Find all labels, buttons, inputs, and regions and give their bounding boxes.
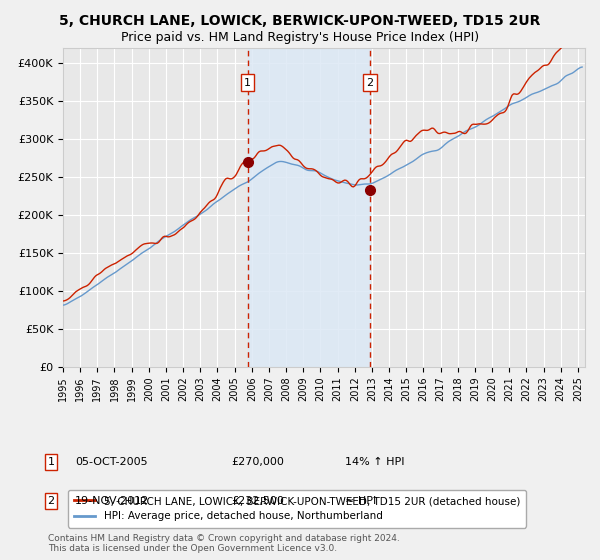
Text: £270,000: £270,000 [231,457,284,467]
Text: 5, CHURCH LANE, LOWICK, BERWICK-UPON-TWEED, TD15 2UR: 5, CHURCH LANE, LOWICK, BERWICK-UPON-TWE… [59,14,541,28]
Text: 2: 2 [367,78,373,88]
Text: 1: 1 [244,78,251,88]
Text: 1: 1 [47,457,55,467]
Text: 05-OCT-2005: 05-OCT-2005 [75,457,148,467]
Text: 2: 2 [47,496,55,506]
Text: 19-NOV-2012: 19-NOV-2012 [75,496,149,506]
Bar [248,48,370,367]
Text: £232,500: £232,500 [231,496,284,506]
Text: Price paid vs. HM Land Registry's House Price Index (HPI): Price paid vs. HM Land Registry's House … [121,31,479,44]
Text: ≈ HPI: ≈ HPI [345,496,376,506]
Legend: 5, CHURCH LANE, LOWICK, BERWICK-UPON-TWEED, TD15 2UR (detached house), HPI: Aver: 5, CHURCH LANE, LOWICK, BERWICK-UPON-TWE… [68,490,526,528]
Text: Contains HM Land Registry data © Crown copyright and database right 2024.
This d: Contains HM Land Registry data © Crown c… [48,534,400,553]
Text: 14% ↑ HPI: 14% ↑ HPI [345,457,404,467]
